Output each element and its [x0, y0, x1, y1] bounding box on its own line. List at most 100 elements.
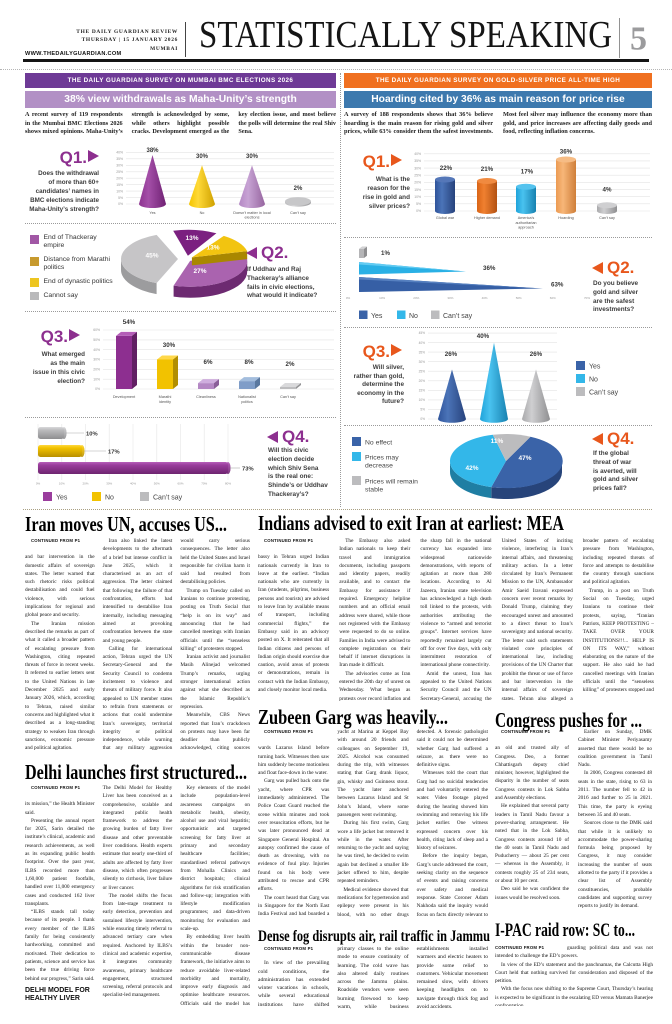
svg-text:26%: 26%	[445, 351, 458, 358]
svg-text:73%: 73%	[242, 467, 254, 473]
svg-text:politics: politics	[241, 400, 253, 404]
svg-text:8%: 8%	[245, 359, 254, 366]
svg-text:35%: 35%	[116, 157, 123, 161]
svg-text:60%: 60%	[177, 482, 183, 486]
svg-text:17%: 17%	[108, 450, 120, 456]
svg-text:10%: 10%	[86, 432, 98, 438]
svg-text:40%: 40%	[477, 333, 490, 340]
svg-text:70%: 70%	[201, 482, 207, 486]
svg-text:10%: 10%	[419, 398, 426, 402]
svg-text:22%: 22%	[440, 165, 453, 172]
svg-text:60%: 60%	[93, 328, 100, 332]
svg-text:elections: elections	[245, 216, 260, 220]
svg-text:40%: 40%	[93, 348, 100, 352]
svg-text:36%: 36%	[560, 149, 573, 156]
svg-text:America’s: America’s	[518, 216, 535, 220]
svg-text:30%: 30%	[93, 358, 100, 362]
svg-text:0%: 0%	[118, 202, 123, 206]
svg-text:Can’t say: Can’t say	[280, 395, 296, 399]
svg-text:30%: 30%	[246, 154, 259, 160]
svg-text:identity: identity	[159, 400, 171, 404]
svg-text:20%: 20%	[414, 181, 421, 185]
svg-text:40%: 40%	[419, 341, 426, 345]
svg-text:0%: 0%	[36, 482, 41, 486]
svg-text:Can’t say: Can’t say	[290, 211, 306, 215]
svg-text:Indians advised to exit Iran a: Indians advised to exit Iran at earliest…	[258, 513, 565, 535]
svg-text:No: No	[200, 211, 205, 215]
svg-text:6%: 6%	[204, 359, 213, 366]
svg-text:20%: 20%	[419, 379, 426, 383]
svg-text:20%: 20%	[413, 296, 419, 300]
svg-text:Can’t say: Can’t say	[589, 390, 619, 397]
svg-text:50%: 50%	[154, 482, 160, 486]
svg-text:Yes: Yes	[149, 211, 155, 215]
svg-text:5%: 5%	[416, 202, 421, 206]
svg-text:50%: 50%	[93, 338, 100, 342]
svg-text:25%: 25%	[414, 173, 421, 177]
svg-text:63%: 63%	[551, 282, 564, 289]
svg-text:15%: 15%	[414, 188, 421, 192]
svg-text:21%: 21%	[481, 166, 494, 173]
svg-text:Prices will remain: Prices will remain	[365, 479, 418, 486]
svg-text:25%: 25%	[116, 170, 123, 174]
svg-text:Global war: Global war	[436, 216, 455, 220]
svg-text:No effect: No effect	[365, 440, 392, 447]
svg-text:30%: 30%	[414, 166, 421, 170]
svg-text:40%: 40%	[130, 482, 136, 486]
svg-text:Yes: Yes	[589, 364, 601, 371]
svg-text:13%: 13%	[206, 245, 219, 252]
svg-text:30%: 30%	[116, 164, 123, 168]
svg-text:5%: 5%	[118, 196, 123, 200]
svg-text:15%: 15%	[419, 389, 426, 393]
svg-text:30%: 30%	[419, 360, 426, 364]
svg-text:2%: 2%	[294, 186, 303, 192]
svg-text:38%: 38%	[146, 148, 159, 154]
svg-text:15%: 15%	[116, 183, 123, 187]
svg-text:Development: Development	[113, 395, 136, 399]
svg-text:5: 5	[630, 21, 647, 58]
svg-text:54%: 54%	[123, 319, 136, 326]
svg-text:25%: 25%	[419, 369, 426, 373]
svg-text:0%: 0%	[346, 296, 351, 300]
svg-text:20%: 20%	[93, 368, 100, 372]
svg-text:10%: 10%	[414, 195, 421, 199]
svg-text:Nationalist: Nationalist	[238, 395, 257, 399]
svg-text:60%: 60%	[550, 296, 556, 300]
svg-text:Higher demand: Higher demand	[474, 216, 500, 220]
svg-text:17%: 17%	[521, 169, 534, 176]
svg-text:0%: 0%	[420, 417, 425, 421]
svg-text:Zubeen Garg was heavily...: Zubeen Garg was heavily...	[258, 707, 448, 729]
svg-text:approach: approach	[518, 226, 534, 230]
svg-text:5%: 5%	[420, 408, 425, 412]
svg-text:Iran moves UN, accuses US...: Iran moves UN, accuses US...	[25, 514, 227, 536]
svg-text:0%: 0%	[95, 387, 100, 391]
svg-text:10%: 10%	[379, 296, 385, 300]
svg-text:Can’t say: Can’t say	[599, 216, 615, 220]
svg-text:47%: 47%	[518, 455, 531, 462]
svg-text:26%: 26%	[530, 351, 543, 358]
svg-text:Yes: Yes	[371, 313, 383, 320]
svg-text:35%: 35%	[414, 159, 421, 163]
svg-text:Congress pushes for ...: Congress pushes for ...	[495, 710, 642, 732]
svg-text:70%: 70%	[584, 296, 590, 300]
svg-text:45%: 45%	[145, 253, 158, 260]
svg-text:No: No	[409, 313, 418, 320]
svg-text:2%: 2%	[286, 361, 295, 368]
svg-text:Doesn’t matter in local: Doesn’t matter in local	[233, 211, 271, 215]
svg-text:30%: 30%	[447, 296, 453, 300]
svg-text:authoritarian: authoritarian	[515, 221, 536, 225]
svg-text:Yes: Yes	[56, 495, 68, 502]
svg-text:Can’t say: Can’t say	[443, 313, 473, 320]
svg-text:10%: 10%	[59, 482, 65, 486]
svg-text:Prices may: Prices may	[365, 455, 399, 462]
svg-text:35%: 35%	[419, 350, 426, 354]
svg-text:Can’t say: Can’t say	[153, 495, 183, 502]
svg-text:stable: stable	[365, 487, 383, 494]
svg-text:42%: 42%	[465, 465, 478, 472]
svg-text:30%: 30%	[196, 154, 209, 160]
svg-text:36%: 36%	[483, 265, 496, 272]
svg-text:No: No	[105, 495, 114, 502]
svg-text:Hoarding: Hoarding	[558, 216, 573, 220]
svg-text:40%: 40%	[116, 151, 123, 155]
svg-text:11%: 11%	[491, 438, 504, 445]
